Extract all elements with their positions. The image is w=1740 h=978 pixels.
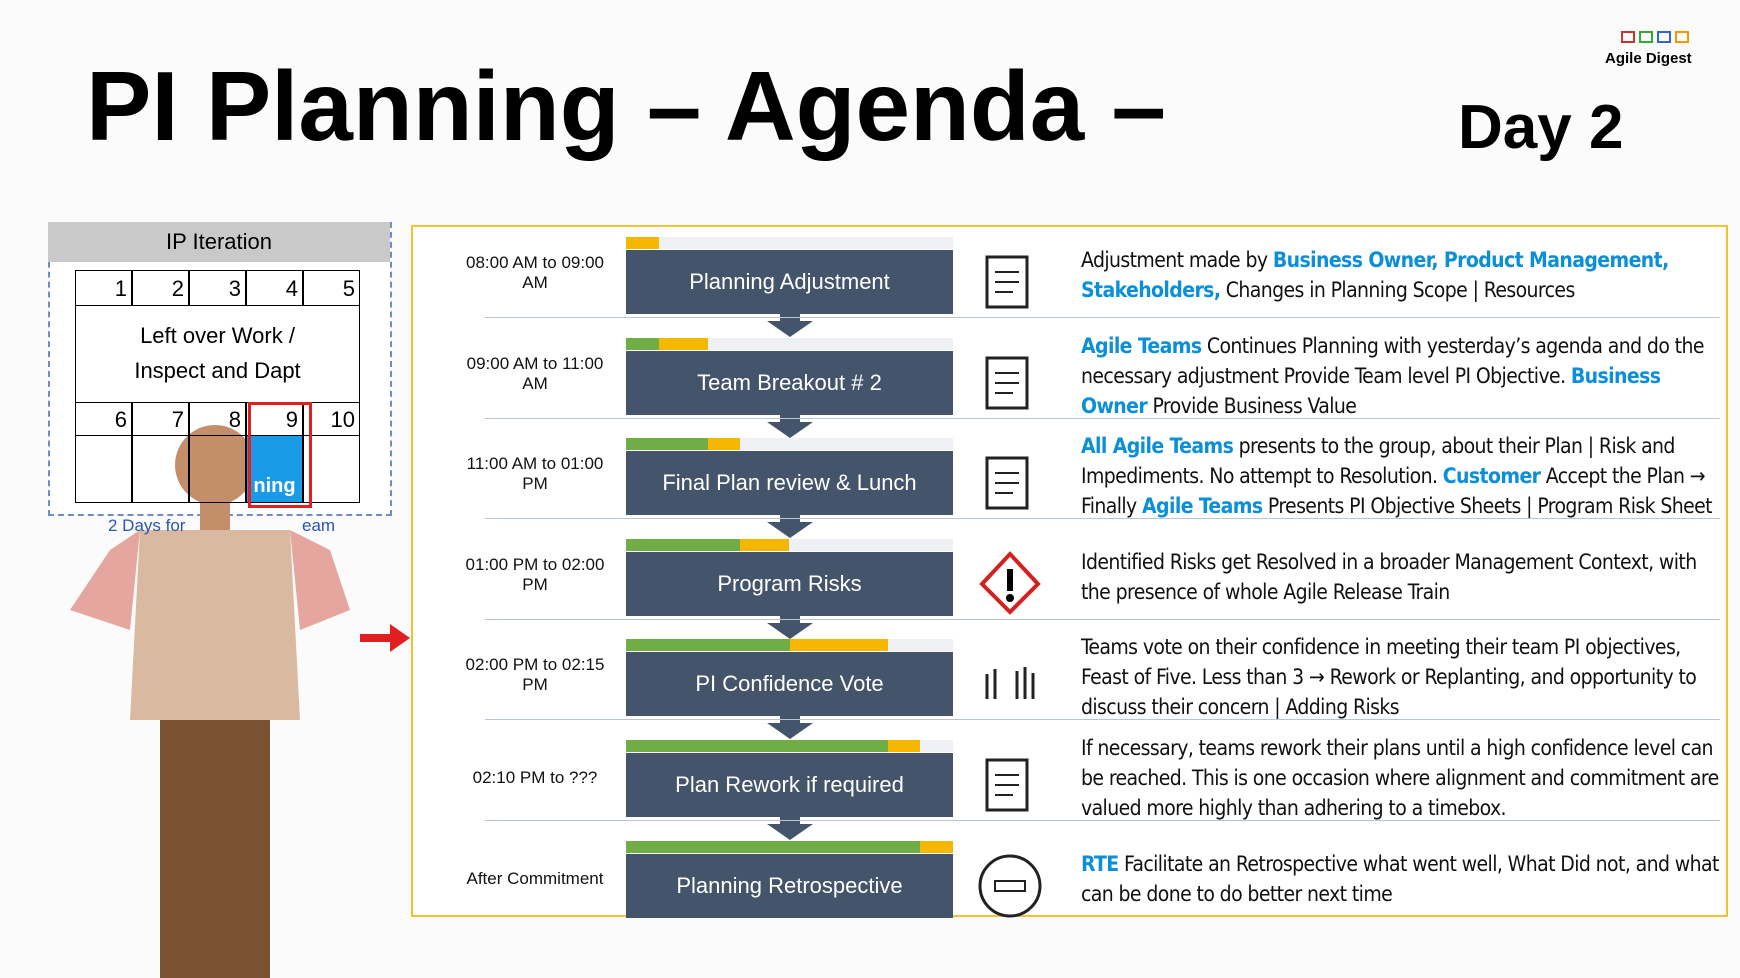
highlight-text: Business Owner, Product Management, Stak… bbox=[1081, 248, 1669, 302]
step: Final Plan review & Lunch bbox=[626, 451, 953, 516]
row-separator bbox=[485, 317, 1720, 318]
step: Program Risks bbox=[626, 551, 953, 616]
highlight-text: Customer bbox=[1442, 464, 1541, 489]
text: Identified Risks get Resolved in a broad… bbox=[1081, 549, 1697, 604]
progress-green bbox=[626, 538, 741, 551]
progress-yellow bbox=[887, 740, 921, 752]
ip-caption: 2 Days for bbox=[108, 516, 186, 535]
description: Teams vote on their confidence in meetin… bbox=[1081, 632, 1721, 722]
text: presents to the group, about their Plan … bbox=[1081, 434, 1675, 489]
row-icon bbox=[979, 550, 1041, 615]
ip-day: 5 bbox=[303, 270, 360, 306]
description: If necessary, teams rework their plans u… bbox=[1081, 733, 1721, 823]
time: 11:00 AM to 01:00 PM bbox=[466, 454, 604, 494]
flow-arrow bbox=[767, 313, 813, 337]
step: Team Breakout # 2 bbox=[626, 350, 953, 415]
row-separator bbox=[485, 618, 1720, 620]
highlight-text: All Agile Teams bbox=[1081, 434, 1234, 459]
brand: Agile Digest bbox=[1605, 50, 1692, 67]
ip-day: 2 bbox=[132, 270, 189, 306]
row-icon bbox=[978, 854, 1042, 918]
pointer-arrow bbox=[360, 624, 410, 652]
step: Planning Adjustment bbox=[626, 250, 953, 314]
ip-cell bbox=[303, 435, 360, 503]
description: Identified Risks get Resolved in a broad… bbox=[1081, 547, 1721, 607]
ip-day: 7 bbox=[132, 402, 189, 436]
ip-cell bbox=[75, 435, 132, 503]
row-separator bbox=[485, 719, 1720, 721]
progress-green bbox=[626, 740, 888, 752]
progress-green bbox=[626, 438, 708, 451]
step: PI Confidence Vote bbox=[626, 652, 953, 717]
row-icon bbox=[985, 667, 1035, 700]
text: Continues Planning with yesterday’s agen… bbox=[1081, 333, 1704, 388]
description: All Agile Teams presents to the group, a… bbox=[1081, 431, 1721, 521]
progress-track bbox=[626, 337, 953, 350]
presenter bbox=[70, 425, 350, 978]
progress-yellow bbox=[658, 337, 708, 350]
row-icon bbox=[985, 758, 1029, 812]
ip-day: 4 bbox=[246, 270, 303, 306]
ip-day: 3 bbox=[189, 270, 246, 306]
description: Adjustment made by Business Owner, Produ… bbox=[1081, 245, 1721, 305]
text: Provide Business Value bbox=[1147, 393, 1357, 418]
text: Presents PI Objective Sheets | Program R… bbox=[1262, 494, 1713, 519]
time: 02:10 PM to ??? bbox=[472, 768, 598, 787]
ip-day: 8 bbox=[189, 402, 246, 436]
title: PI Planning – Agenda – bbox=[86, 51, 1167, 161]
progress-yellow bbox=[707, 438, 741, 451]
row-icon bbox=[985, 356, 1029, 410]
text: Accept the Plan → Finally bbox=[1081, 464, 1706, 519]
progress-yellow bbox=[740, 538, 790, 551]
progress-green bbox=[626, 840, 921, 853]
description: RTE Facilitate an Retrospective what wen… bbox=[1081, 849, 1721, 909]
ip-day: 6 bbox=[75, 402, 132, 436]
progress-green bbox=[626, 337, 659, 350]
ip-cell-text: ning bbox=[253, 475, 296, 497]
subtitle: Day 2 bbox=[1458, 93, 1624, 162]
ip-caption: eam bbox=[302, 516, 336, 535]
time: 09:00 AM to 11:00 AM bbox=[466, 353, 604, 393]
time: 02:00 PM to 02:15 PM bbox=[465, 655, 605, 695]
ip-cell bbox=[246, 435, 303, 503]
text: Adjustment made by bbox=[1081, 248, 1273, 272]
time: 08:00 AM to 09:00 AM bbox=[466, 253, 604, 292]
row-icon bbox=[985, 255, 1029, 309]
flow-arrow bbox=[767, 514, 813, 539]
progress-track bbox=[626, 237, 953, 249]
description: Agile Teams Continues Planning with yest… bbox=[1081, 331, 1721, 421]
ip-title: IP Iteration bbox=[48, 222, 390, 262]
flow-arrow bbox=[767, 816, 813, 840]
brand-logo bbox=[1621, 31, 1689, 43]
highlight-text: RTE bbox=[1081, 851, 1119, 876]
time: 01:00 PM to 02:00 PM bbox=[465, 554, 605, 594]
step: Plan Rework if required bbox=[626, 753, 953, 817]
highlight-text: Agile Teams bbox=[1142, 494, 1263, 519]
progress-yellow bbox=[626, 237, 659, 249]
ip-middle: Left over Work / Inspect and Dapt bbox=[75, 305, 360, 403]
ip-cell bbox=[189, 435, 246, 503]
progress-yellow bbox=[789, 639, 888, 652]
row-separator bbox=[485, 820, 1720, 821]
flow-arrow bbox=[767, 715, 813, 740]
text: Changes in Planning Scope | Resources bbox=[1220, 278, 1576, 302]
progress-yellow bbox=[920, 840, 953, 853]
ip-day: 1 bbox=[75, 270, 132, 306]
text: Facilitate an Retrospective what went we… bbox=[1081, 851, 1719, 906]
highlight-text: Agile Teams bbox=[1081, 333, 1202, 358]
text: Teams vote on their confidence in meetin… bbox=[1081, 635, 1697, 720]
flow-arrow bbox=[767, 614, 813, 639]
ip-cell bbox=[132, 435, 189, 503]
text: If necessary, teams rework their plans u… bbox=[1081, 736, 1719, 820]
row-separator bbox=[485, 518, 1720, 520]
row-separator bbox=[485, 417, 1720, 419]
time: After Commitment bbox=[466, 868, 604, 888]
step: Planning Retrospective bbox=[626, 853, 953, 918]
ip-highlight bbox=[248, 402, 312, 508]
highlight-text: Business Owner bbox=[1081, 363, 1661, 418]
progress-green bbox=[626, 639, 790, 652]
row-icon bbox=[985, 456, 1029, 510]
flow-arrow bbox=[767, 413, 813, 438]
